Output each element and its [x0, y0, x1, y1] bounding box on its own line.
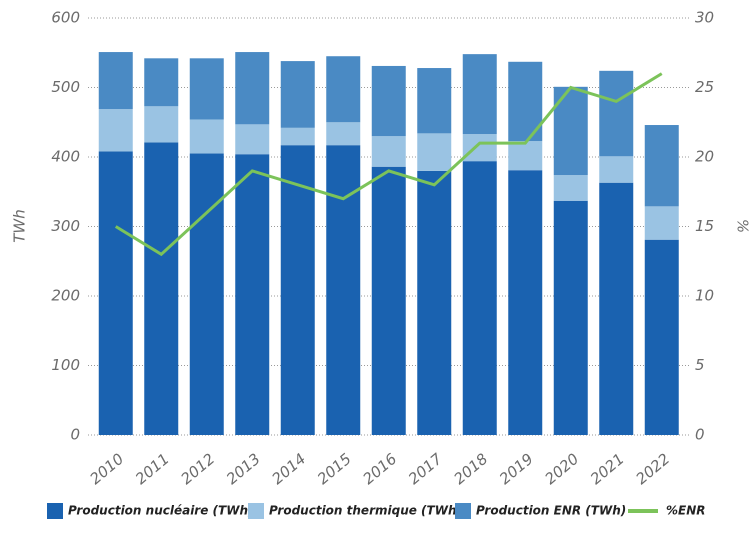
- legend-label: Production thermique (TWh): [269, 504, 462, 518]
- x-tick-label: 2012: [177, 450, 218, 488]
- line-series: [114, 72, 663, 257]
- bar-segment: [189, 58, 224, 120]
- y-axis-label: TWh: [11, 209, 29, 243]
- bar-segment: [462, 161, 497, 436]
- bar-segment: [462, 54, 497, 135]
- y-tick-label: 300: [51, 217, 80, 235]
- legend-label: %ENR: [666, 504, 706, 518]
- bar-segment: [644, 239, 679, 435]
- x-tick-label: 2016: [359, 450, 400, 488]
- bar-segment: [599, 156, 634, 183]
- bar-segment: [326, 56, 361, 123]
- legend-swatch: [47, 503, 63, 519]
- bar-segment: [235, 154, 270, 435]
- legend-swatch: [455, 503, 471, 519]
- bar-segment: [371, 136, 406, 167]
- y2-tick-label: 25: [695, 78, 714, 96]
- x-tick-label: 2019: [496, 450, 537, 488]
- y-tick-label: 100: [51, 356, 80, 374]
- legend-label: Production ENR (TWh): [476, 504, 626, 518]
- bar-segment: [280, 127, 315, 146]
- y2-tick-label: 20: [695, 148, 714, 166]
- bar-segment: [326, 145, 361, 435]
- bar-segment: [462, 134, 497, 162]
- bar-segment: [599, 182, 634, 435]
- x-tick-label: 2021: [587, 450, 628, 488]
- bar-segment: [417, 133, 452, 171]
- y2-tick-label: 30: [695, 9, 714, 27]
- y2-tick-label: 0: [695, 426, 705, 444]
- bar-segment: [144, 106, 179, 143]
- y-tick-label: 500: [51, 78, 80, 96]
- bar-segment: [553, 175, 588, 201]
- x-tick-label: 2020: [541, 450, 582, 488]
- x-tick-label: 2013: [223, 450, 264, 488]
- x-tick-label: 2014: [268, 450, 309, 488]
- x-tick-label: 2022: [632, 450, 673, 488]
- y-tick-label: 200: [51, 287, 80, 305]
- y-tick-label: 600: [51, 9, 80, 27]
- x-tick-label: 2017: [405, 449, 446, 488]
- bar-segment: [417, 68, 452, 134]
- y2-tick-label: 10: [695, 287, 714, 305]
- y2-tick-label: 15: [695, 217, 714, 235]
- bar-segment: [508, 170, 543, 435]
- bar-segment: [189, 119, 224, 154]
- bar-segment: [98, 52, 133, 110]
- bar-segment: [644, 125, 679, 207]
- bar-segment: [280, 61, 315, 128]
- bar-segment: [326, 122, 361, 146]
- bar-segment: [644, 206, 679, 240]
- y2-tick-label: 5: [695, 356, 705, 374]
- legend-label: Production nucléaire (TWh): [68, 504, 253, 518]
- bar-segment: [235, 52, 270, 125]
- bar-segment: [144, 142, 179, 435]
- bar-segment: [508, 141, 543, 171]
- bar-segment: [553, 200, 588, 435]
- bar-segment: [599, 70, 634, 157]
- x-tick-label: 2015: [314, 450, 355, 488]
- bar-segment: [98, 109, 133, 152]
- x-tick-label: 2010: [86, 450, 127, 488]
- bar-segment: [144, 58, 179, 107]
- bar-segment: [371, 166, 406, 436]
- y-tick-label: 400: [51, 148, 80, 166]
- x-tick-label: 2018: [450, 450, 491, 488]
- bar-segment: [417, 170, 452, 435]
- bar-segment: [280, 145, 315, 435]
- bar-segment: [98, 151, 133, 435]
- y-tick-label: 0: [70, 426, 80, 444]
- legend-swatch: [248, 503, 264, 519]
- bar-segment: [189, 153, 224, 435]
- y2-axis-label: %: [734, 219, 752, 233]
- bar-segment: [371, 65, 406, 137]
- x-tick-label: 2011: [132, 450, 173, 488]
- bar-segment: [235, 124, 270, 155]
